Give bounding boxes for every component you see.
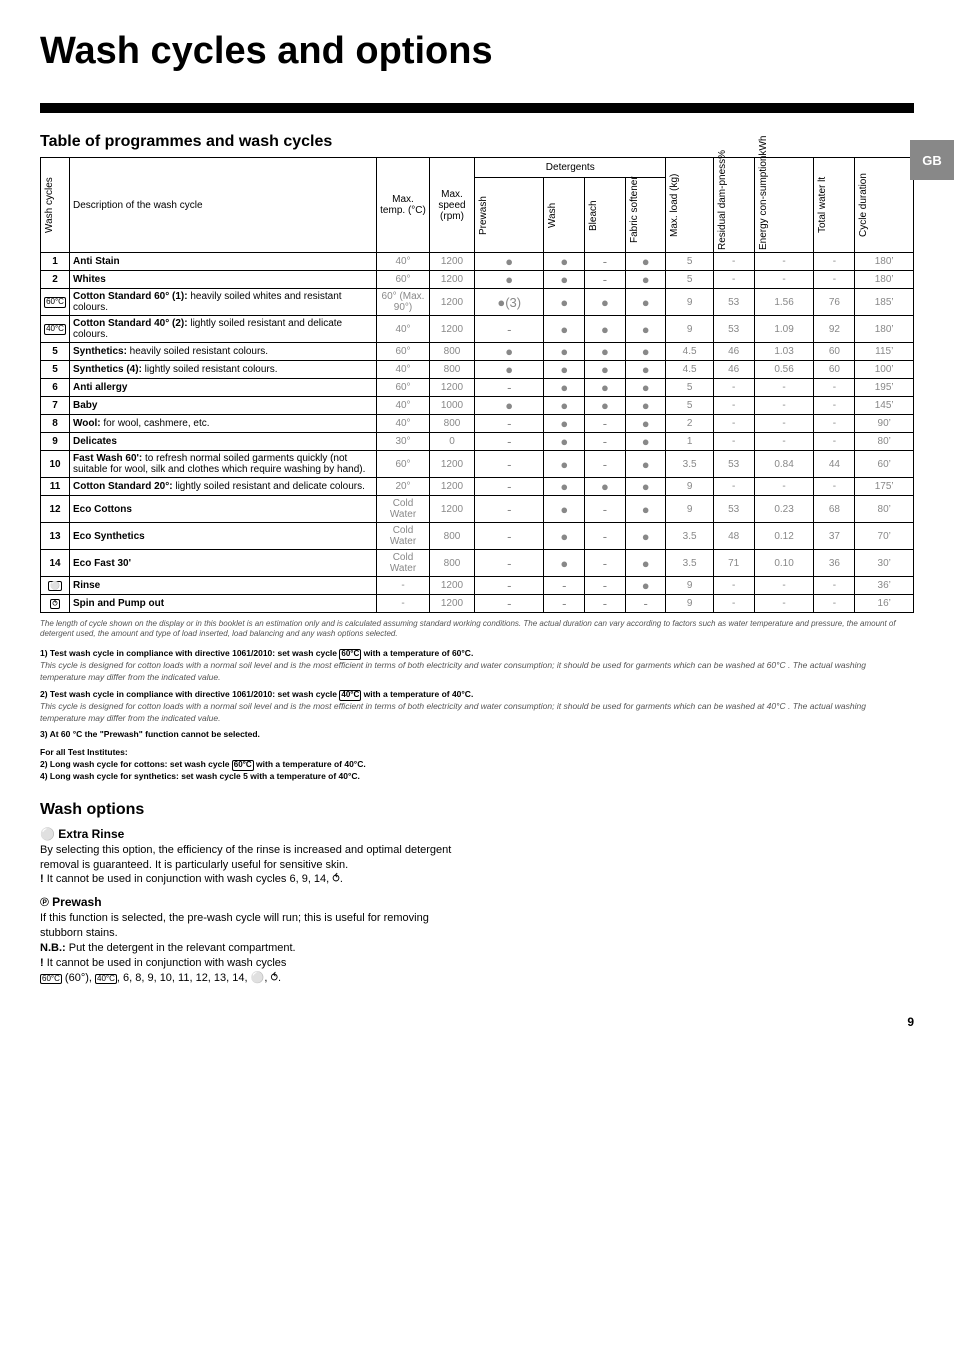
- th-energy: Energy con-sumptionkWh: [758, 160, 769, 250]
- prewash-text: If this function is selected, the pre-wa…: [40, 911, 460, 985]
- prewash-heading: ℗ Prewash: [40, 895, 914, 909]
- table-row: 11Cotton Standard 20°: lightly soiled re…: [41, 478, 914, 496]
- table-row: 5Synthetics: heavily soiled resistant co…: [41, 343, 914, 361]
- programmes-table: Wash cycles Description of the wash cycl…: [40, 157, 914, 613]
- table-row: 1Anti Stain40°1200●●-●5---180’: [41, 253, 914, 271]
- th-bleach: Bleach: [588, 188, 599, 243]
- th-duration: Cycle duration: [858, 160, 869, 250]
- wash-options-heading: Wash options: [40, 801, 914, 819]
- th-softener: Fabric softener: [629, 188, 640, 243]
- th-max-speed: Max. speed (rpm): [430, 158, 475, 253]
- page-number: 9: [40, 1015, 914, 1029]
- th-max-load: Max. load (kg): [669, 160, 680, 250]
- th-max-temp: Max. temp. (°C): [377, 158, 430, 253]
- th-detergents: Detergents: [475, 158, 666, 178]
- table-row: 12Eco CottonsCold Water1200-●-●9530.2368…: [41, 496, 914, 523]
- test-notes: 1) Test wash cycle in compliance with di…: [40, 648, 914, 783]
- language-tab: GB: [910, 140, 954, 180]
- th-wash-cycles: Wash cycles: [44, 160, 55, 250]
- th-wash: Wash: [547, 188, 558, 243]
- table-row: 40°CCotton Standard 40° (2): lightly soi…: [41, 316, 914, 343]
- table-row: 8Wool: for wool, cashmere, etc.40°800-●-…: [41, 415, 914, 433]
- table-row: 60°CCotton Standard 60° (1): heavily soi…: [41, 289, 914, 316]
- table-row: 5Synthetics (4): lightly soiled resistan…: [41, 361, 914, 379]
- section-title: Table of programmes and wash cycles: [40, 133, 914, 151]
- th-description: Description of the wash cycle: [70, 158, 377, 253]
- th-water: Total water lt: [817, 160, 828, 250]
- table-row: 9Delicates30°0-●-●1---80’: [41, 433, 914, 451]
- table-row: ⚪Rinse-1200---●9---36’: [41, 577, 914, 595]
- extra-rinse-heading: ⚪ Extra Rinse: [40, 827, 914, 841]
- table-row: 14Eco Fast 30'Cold Water800-●-●3.5710.10…: [41, 550, 914, 577]
- table-row: 7Baby40°1000●●●●5---145’: [41, 397, 914, 415]
- th-prewash: Prewash: [478, 188, 489, 243]
- table-row: 6Anti allergy60°1200-●●●5---195’: [41, 379, 914, 397]
- table-row: 10Fast Wash 60': to refresh normal soile…: [41, 451, 914, 478]
- table-row: 13Eco SyntheticsCold Water800-●-●3.5480.…: [41, 523, 914, 550]
- page-title: Wash cycles and options: [40, 30, 914, 73]
- footnote-main: The length of cycle shown on the display…: [40, 619, 914, 640]
- table-row: ⥀Spin and Pump out-1200----9---16’: [41, 595, 914, 613]
- table-row: 2Whites60°1200●●-●5---180’: [41, 271, 914, 289]
- th-residual: Residual dam-pness%: [717, 160, 728, 250]
- divider: [40, 103, 914, 113]
- extra-rinse-text: By selecting this option, the efficiency…: [40, 843, 460, 888]
